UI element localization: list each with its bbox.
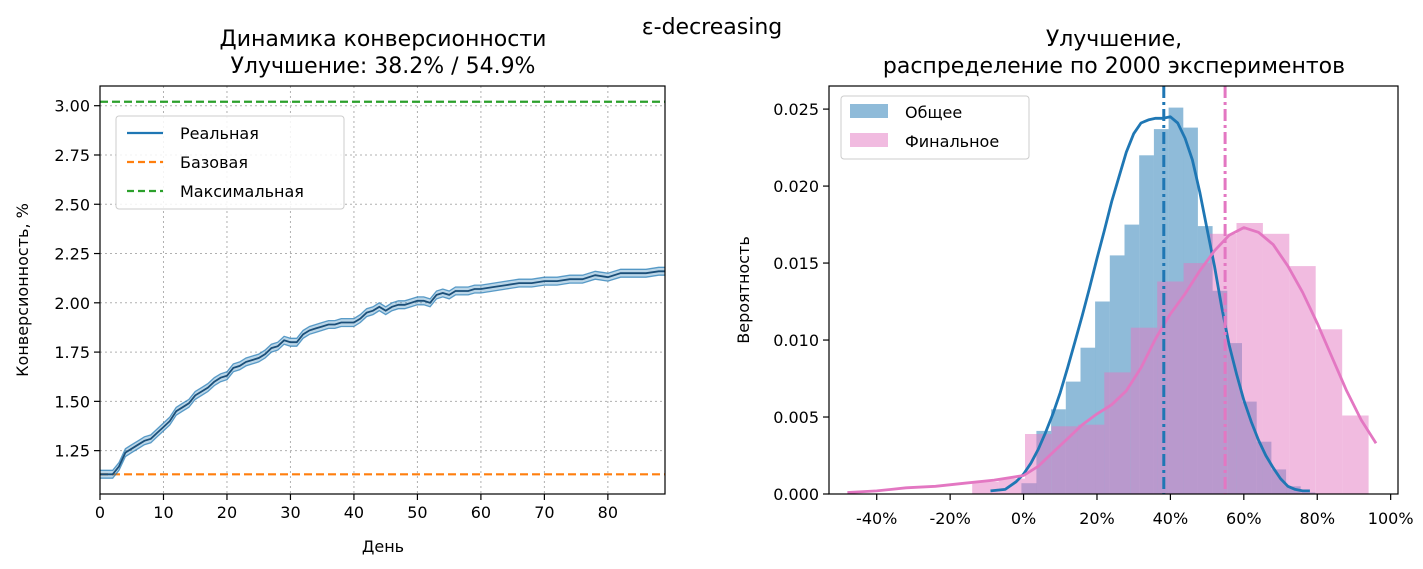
final-histogram-bar <box>1236 223 1263 494</box>
left-grid <box>100 86 665 494</box>
left-x-tick-label: 50 <box>407 503 427 522</box>
legend-final-label: Финальное <box>905 132 999 151</box>
left-x-tick-label: 40 <box>344 503 364 522</box>
left-y-tick-label: 1.25 <box>54 442 90 461</box>
left-y-tick-label: 1.75 <box>54 343 90 362</box>
right-x-tick-label: -20% <box>929 509 970 528</box>
left-x-tick-label: 70 <box>534 503 554 522</box>
right-chart-title-line2: распределение по 2000 экспериментов <box>883 54 1345 79</box>
real-conversion-upper-bound <box>100 266 665 471</box>
right-x-tick-label: 60% <box>1226 509 1262 528</box>
left-x-tick-label: 30 <box>280 503 300 522</box>
right-x-tick-label: 0% <box>1011 509 1036 528</box>
final-histogram-bar <box>1130 327 1158 494</box>
left-x-axis-label: День <box>362 537 404 556</box>
left-axes-frame <box>99 85 666 495</box>
right-legend: Общее Финальное <box>840 95 1030 160</box>
left-x-tick-label: 0 <box>95 503 105 522</box>
left-x-tick-label: 20 <box>217 503 237 522</box>
legend-max-label: Максимальная <box>180 182 304 201</box>
right-x-tick-label: -40% <box>856 509 897 528</box>
right-y-axis-label: Вероятность <box>734 236 753 344</box>
right-y-axis: 0.000 0.005 0.010 0.015 0.020 0.025 <box>773 100 829 504</box>
right-y-tick-label: 0.010 <box>773 331 819 350</box>
right-y-tick-label: 0.005 <box>773 408 819 427</box>
left-legend: Реальная Базовая Максимальная <box>115 115 345 210</box>
left-y-tick-label: 2.50 <box>54 195 90 214</box>
left-plot-area <box>100 100 665 479</box>
legend-overall-swatch <box>850 104 888 118</box>
right-y-tick-label: 0.015 <box>773 254 819 273</box>
right-y-tick-label: 0.020 <box>773 177 819 196</box>
legend-base-label: Базовая <box>180 153 248 172</box>
legend-final-swatch <box>850 133 888 147</box>
right-x-tick-label: 100% <box>1368 509 1414 528</box>
real-conversion-band <box>100 267 665 479</box>
right-plot-area <box>847 86 1378 495</box>
left-x-axis: 0 10 20 30 40 50 60 70 80 <box>95 494 618 522</box>
final-histogram-bar <box>1157 281 1184 494</box>
left-y-axis: 1.25 1.50 1.75 2.00 2.25 2.50 2.75 3.00 <box>54 97 100 461</box>
right-x-tick-label: 20% <box>1079 509 1115 528</box>
final-histogram-bar <box>1210 233 1237 495</box>
left-y-axis-label: Конверсионность, % <box>13 203 32 377</box>
legend-overall-label: Общее <box>905 103 962 122</box>
right-axes-frame <box>828 85 1399 495</box>
overall-kde-curve <box>990 115 1310 493</box>
right-x-tick-label: 80% <box>1299 509 1335 528</box>
real-conversion-lower-bound <box>100 274 665 479</box>
final-histogram-bar <box>1051 426 1078 494</box>
final-histogram-bar <box>972 481 999 494</box>
final-kde-curve <box>847 226 1378 494</box>
left-y-tick-label: 2.00 <box>54 294 90 313</box>
final-histogram-bar <box>1077 424 1105 494</box>
final-histogram-bar <box>1315 329 1343 494</box>
final-histogram-bar <box>1183 263 1210 494</box>
left-x-tick-label: 80 <box>598 503 618 522</box>
final-histogram-bar <box>1289 266 1316 494</box>
left-y-tick-label: 3.00 <box>54 97 90 116</box>
left-y-tick-label: 2.25 <box>54 245 90 264</box>
left-y-tick-label: 2.75 <box>54 146 90 165</box>
left-chart-title-line1: Динамика конверсионности <box>220 27 547 52</box>
left-y-tick-label: 1.50 <box>54 392 90 411</box>
right-x-axis: -40% -20% 0% 20% 40% 60% 80% 100% <box>856 494 1414 528</box>
right-chart-title-line1: Улучшение, <box>1046 27 1182 52</box>
right-x-tick-label: 40% <box>1153 509 1189 528</box>
conversion-dynamics-chart: Динамика конверсионности Улучшение: 38.2… <box>13 27 666 556</box>
legend-real-label: Реальная <box>180 124 259 143</box>
left-x-tick-label: 60 <box>471 503 491 522</box>
final-histogram-bar <box>1262 233 1290 495</box>
right-y-tick-label: 0.000 <box>773 485 819 504</box>
right-y-tick-label: 0.025 <box>773 100 819 119</box>
left-legend-box <box>115 115 345 210</box>
left-x-tick-label: 10 <box>153 503 173 522</box>
improvement-distribution-chart: Улучшение, распределение по 2000 экспери… <box>734 27 1414 528</box>
real-conversion-line <box>100 270 665 476</box>
figure-suptitle: ε-decreasing <box>642 15 783 40</box>
left-chart-title-line2: Улучшение: 38.2% / 54.9% <box>231 54 536 79</box>
final-histogram-bar <box>1342 415 1369 494</box>
